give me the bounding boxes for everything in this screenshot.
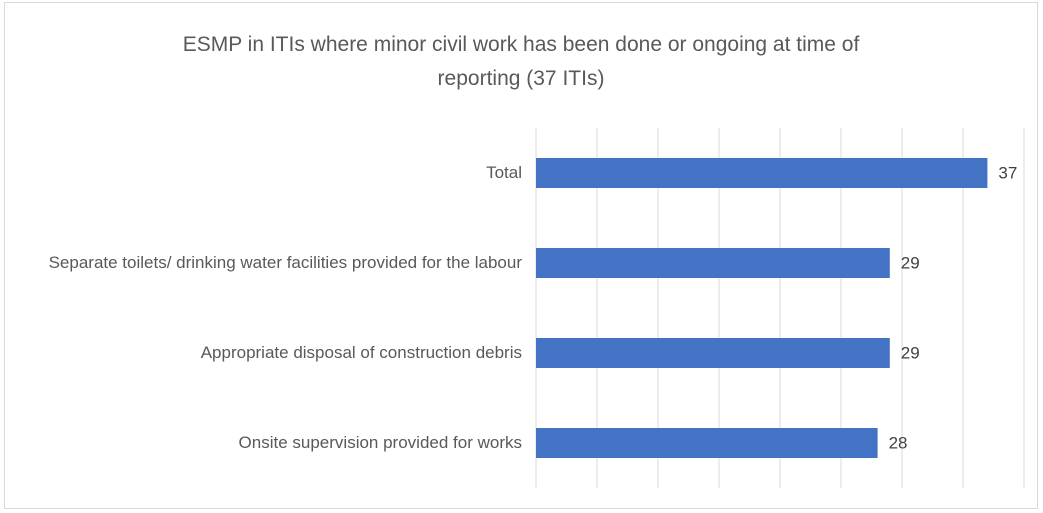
bar (536, 248, 890, 278)
y-tick-label: Onsite supervision provided for works (238, 433, 522, 452)
category-label-box: Total (12, 161, 522, 185)
y-tick-label: Separate toilets/ drinking water facilit… (48, 253, 522, 272)
value-label: 29 (901, 343, 920, 362)
chart-title: ESMP in ITIs where minor civil work has … (182, 33, 860, 90)
category-label-box: Separate toilets/ drinking water facilit… (12, 251, 522, 275)
category-label-box: Onsite supervision provided for works (12, 431, 522, 455)
value-label: 28 (889, 433, 908, 452)
bar (536, 158, 988, 188)
value-label: 29 (901, 253, 920, 272)
chart-frame (4, 2, 1038, 509)
value-label: 37 (998, 163, 1017, 182)
bar (536, 338, 890, 368)
y-tick-label: Total (486, 163, 522, 182)
category-label-box: Appropriate disposal of construction deb… (12, 341, 522, 365)
y-tick-label: Appropriate disposal of construction deb… (200, 343, 522, 362)
bar (536, 428, 878, 458)
